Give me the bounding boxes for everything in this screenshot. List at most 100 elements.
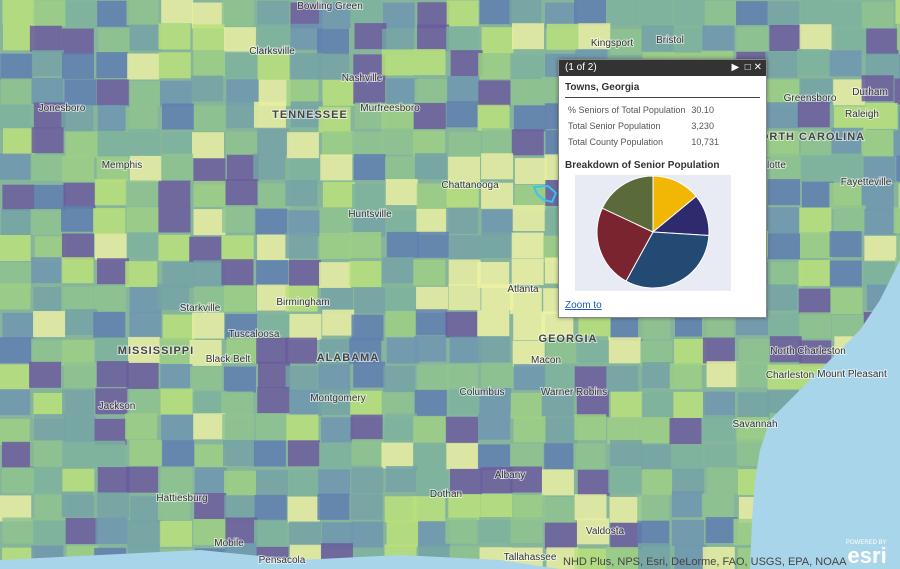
county (897, 235, 900, 262)
county (158, 52, 191, 79)
place-label: Jonesboro (39, 103, 86, 114)
county (258, 183, 291, 210)
county (129, 286, 162, 313)
attribute-name: % Seniors of Total Population (568, 105, 686, 115)
county (353, 361, 386, 388)
county (544, 522, 577, 549)
county (0, 234, 31, 261)
place-label: Greensboro (784, 93, 837, 104)
attribute-row: Total Senior Population 3,230 (565, 118, 722, 134)
county (126, 207, 159, 234)
county (417, 24, 450, 51)
county (610, 440, 643, 467)
county (509, 0, 542, 26)
county (354, 287, 387, 314)
county (223, 27, 256, 54)
county (577, 469, 610, 496)
popup-header: (1 of 2) ▶ □ ✕ (559, 60, 766, 76)
county (32, 520, 65, 547)
county (800, 155, 833, 182)
county (865, 102, 898, 129)
county (161, 153, 194, 180)
county (383, 365, 416, 392)
place-label: Nashville (342, 73, 383, 84)
popup-controls[interactable]: ▶ □ ✕ (731, 62, 762, 73)
county (641, 25, 674, 52)
attribute-value: 30.10 (691, 105, 714, 115)
county (351, 131, 384, 158)
attribution: NHD Plus, NPS, Esri, DeLorme, FAO, USGS,… (563, 556, 847, 568)
popup-title: Towns, Georgia (565, 82, 760, 98)
county (418, 521, 451, 548)
county (416, 231, 449, 258)
county (31, 50, 64, 77)
county (512, 340, 545, 367)
county (0, 337, 32, 364)
county (541, 496, 574, 523)
county (479, 0, 512, 25)
county (895, 0, 900, 24)
zoom-link[interactable]: Zoom to (565, 300, 602, 311)
county (641, 392, 674, 419)
county (157, 493, 190, 520)
county (1, 467, 34, 494)
county (353, 54, 386, 81)
attribute-row: Total County Population 10,731 (565, 134, 722, 150)
county (127, 232, 160, 259)
county (256, 260, 289, 287)
place-label: Black Belt (206, 354, 251, 365)
place-label: Macon (531, 355, 561, 366)
county (706, 467, 739, 494)
county (831, 127, 864, 154)
county (800, 0, 833, 26)
county (865, 53, 898, 80)
county (544, 364, 577, 391)
county (513, 314, 546, 341)
county (861, 183, 894, 210)
county (610, 522, 643, 549)
county (96, 337, 129, 364)
county (578, 23, 611, 50)
county (322, 309, 355, 336)
county (2, 0, 35, 25)
county (127, 520, 160, 547)
county (481, 153, 514, 180)
county (415, 470, 448, 497)
county (829, 50, 862, 77)
county (413, 496, 446, 523)
county (898, 105, 900, 132)
place-label: Starkville (180, 303, 221, 314)
county (350, 414, 383, 441)
county (126, 466, 159, 493)
county (317, 28, 350, 55)
county (256, 337, 289, 364)
county (449, 388, 482, 415)
county (193, 50, 226, 77)
county (61, 105, 94, 132)
county (381, 128, 414, 155)
county (896, 23, 900, 50)
county (385, 179, 418, 206)
county (381, 49, 414, 76)
county (157, 283, 190, 310)
county (607, 0, 640, 26)
county (701, 314, 734, 341)
county (254, 519, 287, 546)
county (30, 209, 63, 236)
county (129, 439, 162, 466)
county (351, 467, 384, 494)
county (257, 128, 290, 155)
county (800, 129, 833, 156)
chart-title: Breakdown of Senior Population (565, 160, 720, 171)
county (290, 101, 323, 128)
logo-brand: esri (847, 543, 887, 568)
county (221, 391, 254, 418)
county (285, 232, 318, 259)
place-label: Mobile (214, 538, 244, 549)
county (288, 210, 321, 237)
county (318, 364, 351, 391)
county (513, 364, 546, 391)
county (33, 467, 66, 494)
county (385, 156, 418, 183)
county (610, 391, 643, 418)
